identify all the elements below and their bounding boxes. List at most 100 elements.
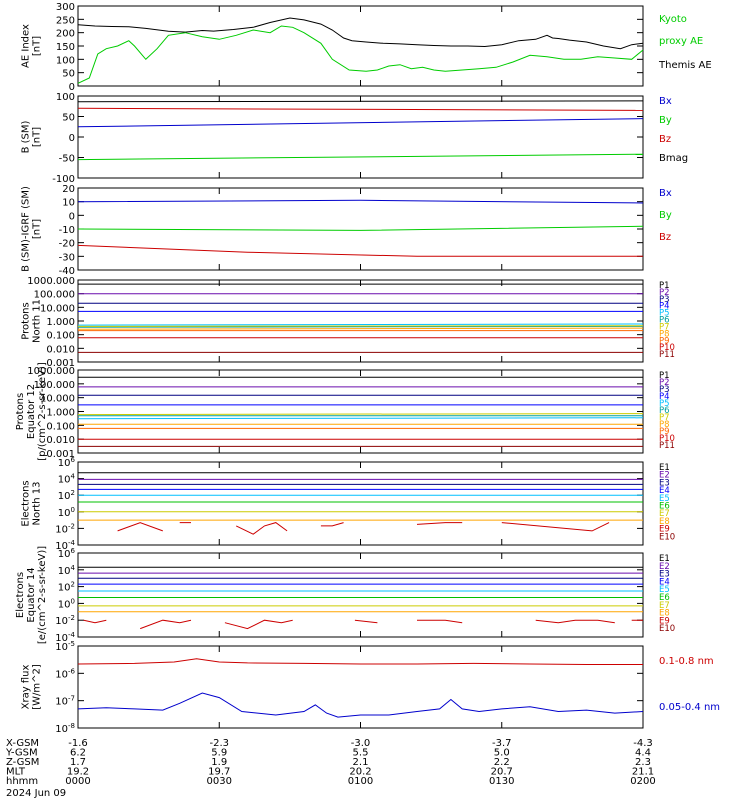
legend-entry: P11	[659, 441, 675, 451]
ephemeris-label: Y-GSM	[5, 748, 38, 759]
legend-entry: E10	[659, 532, 675, 542]
ephemeris-value: 1.9	[211, 757, 227, 768]
y-tick-label: 104	[58, 473, 76, 486]
legend-entry: P10	[659, 343, 675, 353]
ephemeris-value: -2.3	[209, 738, 229, 749]
panel-frame	[77, 279, 644, 363]
series-line-Bz	[77, 244, 643, 257]
ephemeris-value: 2.1	[353, 757, 369, 768]
y-axis-label: [p/(cm^2-s-sr-keV)]	[37, 362, 48, 461]
legend-entry: P4	[659, 392, 670, 402]
series-line-By	[77, 225, 644, 231]
y-axis-label: B (SM)	[21, 120, 32, 153]
y-axis-label: AE Index	[21, 24, 32, 68]
legend-entry: E3	[659, 570, 670, 580]
y-tick-label: 1.000	[46, 408, 75, 419]
ephemeris-value: 5.0	[494, 748, 510, 759]
legend-entry: E7	[659, 509, 670, 519]
legend-entry: E9	[659, 525, 670, 535]
legend-entry: E3	[659, 478, 670, 488]
legend-entry: E6	[659, 502, 670, 512]
y-tick-label: 20	[62, 184, 75, 195]
legend-entry: P2	[659, 378, 670, 388]
series-line-Kyoto-proxy-AE	[77, 25, 644, 84]
y-tick-label: 106	[58, 547, 76, 560]
y-tick-label: 0.010	[46, 435, 75, 446]
ephemeris-value: 0100	[348, 776, 373, 787]
panel-e_equator: Electrons Equator 14 [e/(cm^2-s-sr-keV)] E1…	[15, 546, 675, 644]
ephemeris-value: 6.2	[70, 748, 86, 759]
legend-entry: 0.1-0.8 nm	[659, 656, 714, 667]
y-tick-label: 0.001	[46, 449, 75, 460]
y-axis-label: Equator 14	[26, 567, 37, 622]
y-axis-label: [e/(cm^2-s-sr-keV)]	[37, 546, 48, 644]
y-tick-label: 0.100	[46, 421, 75, 432]
series-line-E9	[83, 619, 643, 630]
series-line-Bx	[77, 118, 644, 128]
legend-entry: P11	[659, 350, 675, 360]
legend-entry: P4	[659, 302, 670, 312]
series-line-E9	[118, 523, 643, 535]
y-tick-label: 0	[69, 82, 75, 93]
y-tick-label: 10.000	[40, 303, 75, 314]
y-tick-label: 10-6	[55, 667, 75, 680]
series-line-P5	[77, 417, 644, 420]
legend-entry: E1	[659, 554, 670, 564]
legend-entry: P3	[659, 385, 670, 395]
legend-entry: P8	[659, 329, 670, 339]
ephemeris-value: 19.7	[208, 767, 230, 778]
ephemeris-value: 1.7	[70, 757, 86, 768]
y-tick-label: 10.000	[40, 394, 75, 405]
y-axis-label: North 11	[32, 299, 43, 343]
panel-frame	[77, 461, 644, 546]
legend-entry: E8	[659, 609, 670, 619]
y-axis-label: [nT]	[32, 36, 43, 56]
series-line-Bmag	[77, 100, 644, 103]
legend-entry: P6	[659, 406, 670, 416]
ephemeris-value: -3.0	[351, 738, 371, 749]
legend-entry: P7	[659, 413, 670, 423]
legend-entry: P8	[659, 420, 670, 430]
ephemeris-value: -4.3	[633, 738, 653, 749]
y-axis-label: Electrons	[21, 480, 32, 526]
legend-entry: E1	[659, 463, 670, 473]
legend-entry: 0.05-0.4 nm	[659, 702, 720, 713]
y-tick-label: 150	[56, 42, 75, 53]
y-tick-label: 104	[58, 564, 76, 577]
series-line-Themis-AE	[77, 17, 644, 50]
ephemeris-value: 21.1	[632, 767, 654, 778]
y-tick-label: 0.010	[46, 344, 75, 355]
legend-entry: P9	[659, 427, 670, 437]
legend-entry: Themis AE	[658, 60, 712, 71]
y-tick-label: 10-7	[55, 695, 75, 708]
series-line-Bz	[77, 107, 644, 111]
y-tick-label: 300	[56, 2, 75, 13]
y-tick-label: 102	[58, 581, 75, 594]
y-tick-label: -40	[59, 266, 75, 277]
legend-entry: E9	[659, 616, 670, 626]
legend-entry: E6	[659, 593, 670, 603]
legend-entry: P10	[659, 434, 675, 444]
y-tick-label: 1000.000	[27, 366, 75, 377]
y-tick-label: 100	[56, 55, 75, 66]
panel-b_igrf: B (SM)-IGRF (SM) [nT] Bx By Bz	[21, 186, 672, 272]
legend-entry: By	[659, 115, 672, 126]
legend-entry: E4	[659, 577, 670, 587]
y-tick-label: 0.001	[46, 358, 75, 369]
y-tick-label: 0	[69, 211, 75, 222]
series-line-By	[77, 153, 644, 161]
legend-entry: P1	[659, 371, 670, 381]
series-line-P8	[77, 327, 644, 330]
panel-frame	[77, 369, 644, 454]
panel-frame	[77, 552, 644, 638]
y-tick-label: -10	[59, 225, 75, 236]
y-axis-label: [nT]	[32, 219, 43, 239]
legend-entry: E5	[659, 494, 670, 504]
ephemeris-label: Z-GSM	[6, 757, 39, 768]
ephemeris-value: 5.9	[211, 748, 227, 759]
ephemeris-value: 2.3	[635, 757, 651, 768]
legend-entry: E7	[659, 601, 670, 611]
y-tick-label: 10-2	[55, 522, 75, 535]
